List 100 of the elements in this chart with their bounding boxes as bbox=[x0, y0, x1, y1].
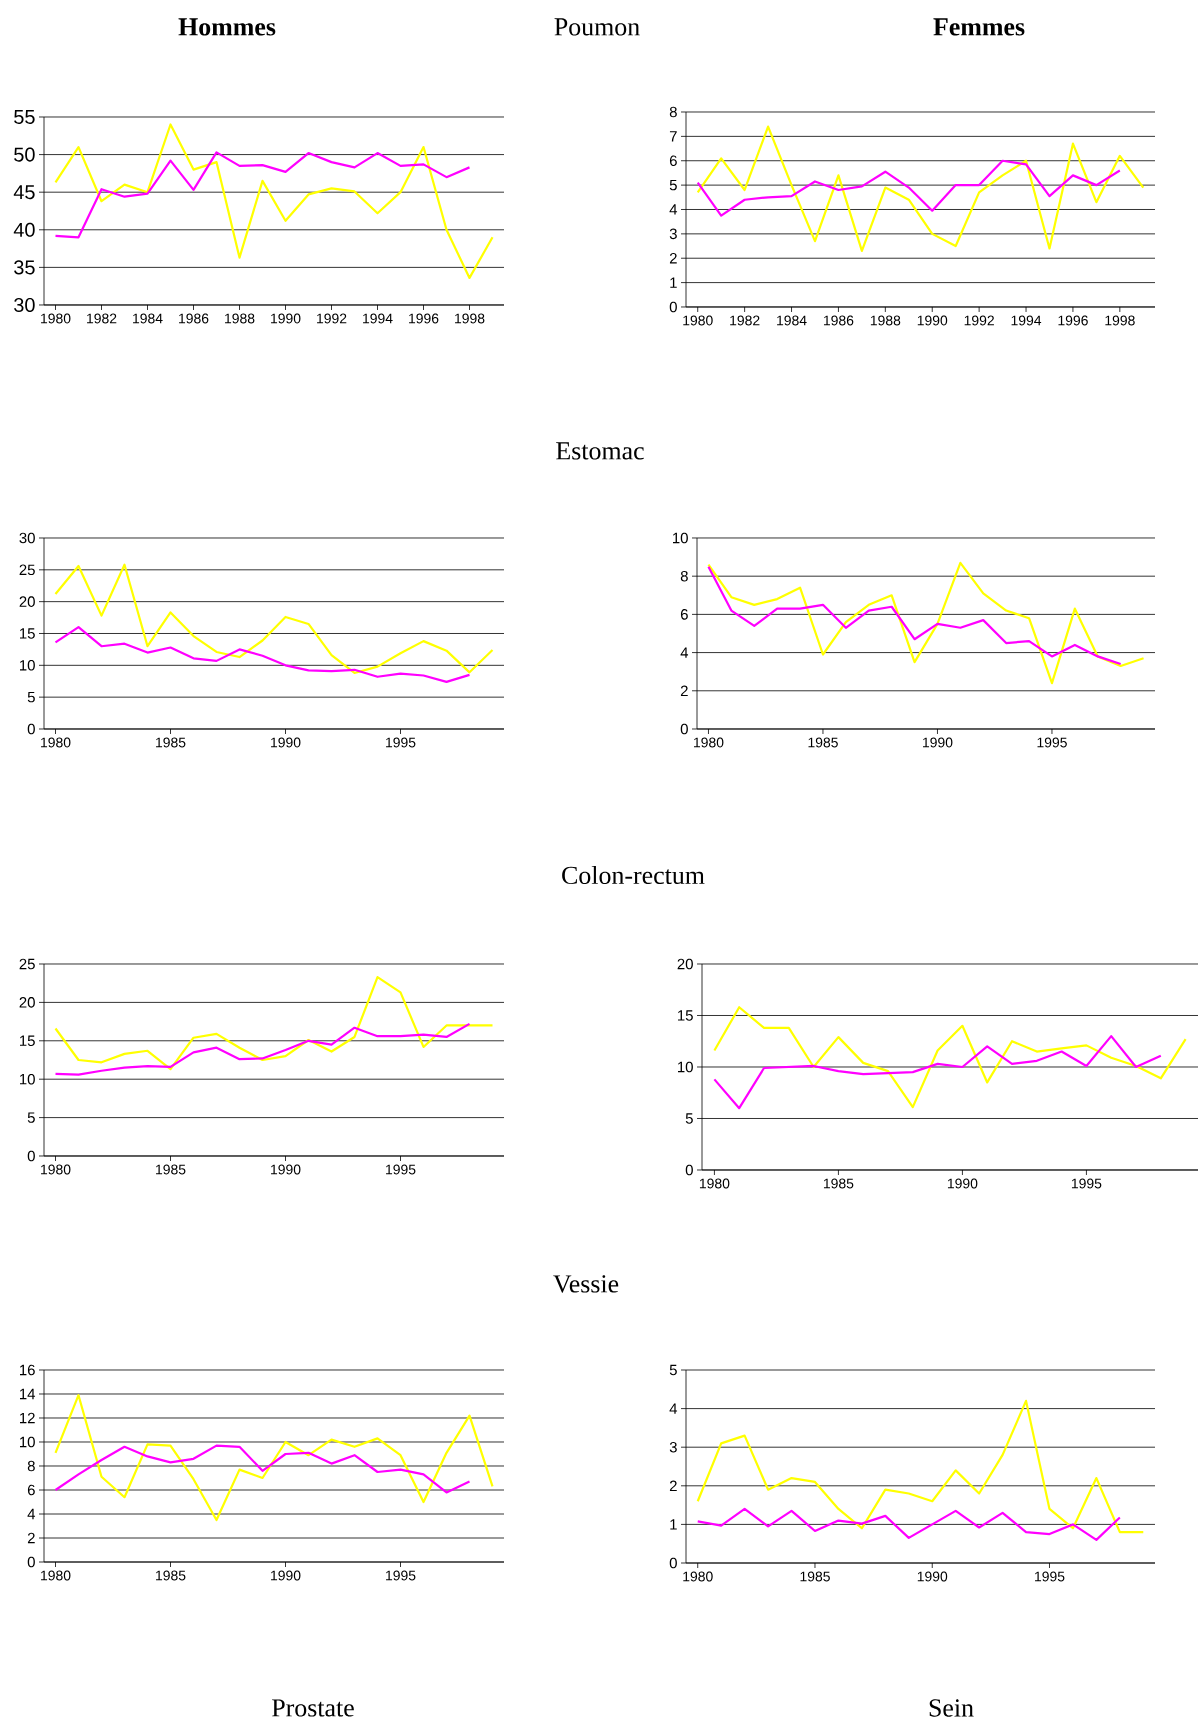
x-axis-title: Prostate bbox=[272, 1699, 354, 1717]
y-tick-label: 35 bbox=[14, 260, 35, 275]
y-tick-label: 8 bbox=[27, 1460, 35, 1472]
line-series bbox=[707, 565, 1122, 666]
y-tick-label: 12 bbox=[20, 1412, 35, 1424]
x-tick-label: 1990 bbox=[917, 315, 948, 326]
x-tick-label: 1994 bbox=[363, 313, 393, 324]
line-series bbox=[54, 123, 494, 280]
line-series bbox=[54, 1444, 471, 1494]
x-tick-label: 1995 bbox=[1037, 737, 1067, 748]
x-tick-label: 1988 bbox=[870, 315, 901, 326]
x-tick-label: 1982 bbox=[87, 313, 117, 324]
x-tick-label: 1984 bbox=[133, 313, 163, 324]
x-tick-label: 1990 bbox=[923, 737, 953, 748]
line-series bbox=[696, 159, 1121, 217]
y-tick-label: 4 bbox=[669, 204, 678, 215]
x-tick-label: 1992 bbox=[964, 315, 994, 326]
x-tick-label: 1985 bbox=[800, 1571, 830, 1582]
text: Colon-rectum bbox=[562, 865, 705, 885]
y-tick-label: 5 bbox=[669, 179, 677, 191]
x-tick-label: 1990 bbox=[271, 1164, 301, 1175]
y-tick-label: 6 bbox=[669, 155, 677, 167]
y-tick-label: 0 bbox=[669, 1557, 677, 1569]
y-tick-label: 40 bbox=[13, 222, 35, 237]
y-tick-label: 2 bbox=[27, 1532, 35, 1544]
y-tick-label: 5 bbox=[669, 1364, 677, 1376]
x-tick-label: 1985 bbox=[156, 1570, 186, 1581]
x-tick-label: 1985 bbox=[156, 1164, 186, 1175]
y-tick-label: 6 bbox=[27, 1484, 35, 1496]
line-series bbox=[707, 561, 1145, 685]
x-tick-label: 1995 bbox=[1035, 1571, 1065, 1582]
y-tick-label: 10 bbox=[20, 660, 35, 671]
x-tick-label: 1990 bbox=[271, 737, 301, 748]
x-tick-label: 1980 bbox=[694, 737, 724, 748]
text: Poumon bbox=[554, 18, 640, 36]
x-tick-label: 1995 bbox=[386, 1164, 416, 1175]
text: Estomac bbox=[556, 442, 644, 460]
y-tick-label: 20 bbox=[677, 958, 693, 970]
y-tick-label: 0 bbox=[680, 723, 688, 735]
x-tick-label: 1988 bbox=[225, 313, 255, 324]
x-tick-label: 1995 bbox=[1071, 1178, 1102, 1189]
x-tick-label: 1990 bbox=[271, 313, 301, 324]
y-tick-label: 14 bbox=[20, 1388, 36, 1400]
y-tick-label: 0 bbox=[27, 723, 35, 735]
x-tick-label: 1990 bbox=[271, 1570, 301, 1581]
x-tick-label: 1995 bbox=[386, 737, 416, 748]
line-series bbox=[696, 1507, 1121, 1541]
y-tick-label: 1 bbox=[670, 277, 677, 288]
y-tick-label: 5 bbox=[685, 1113, 693, 1124]
x-tick-label: 1980 bbox=[699, 1178, 730, 1189]
x-tick-label: 1982 bbox=[730, 315, 760, 326]
x-tick-label: 1980 bbox=[41, 1570, 71, 1581]
y-tick-label: 5 bbox=[27, 691, 35, 703]
y-tick-label: 0 bbox=[669, 301, 677, 313]
y-tick-label: 2 bbox=[669, 253, 677, 264]
y-tick-label: 0 bbox=[27, 1556, 35, 1568]
y-tick-label: 0 bbox=[685, 1164, 693, 1176]
y-tick-label: 45 bbox=[13, 185, 35, 200]
y-tick-label: 25 bbox=[19, 564, 35, 576]
x-tick-label: 1990 bbox=[947, 1178, 978, 1189]
y-tick-label: 10 bbox=[20, 1436, 35, 1448]
text: Hommes bbox=[178, 18, 276, 36]
line-series bbox=[54, 563, 494, 675]
y-tick-label: 30 bbox=[14, 297, 35, 313]
x-tick-label: 1985 bbox=[808, 737, 838, 748]
line-series bbox=[54, 1394, 494, 1522]
x-tick-label: 1980 bbox=[683, 1571, 713, 1582]
y-tick-label: 50 bbox=[14, 147, 35, 162]
y-tick-label: 0 bbox=[27, 1150, 35, 1162]
x-tick-label: 1990 bbox=[917, 1571, 948, 1582]
line-series bbox=[54, 151, 471, 239]
line-series bbox=[696, 1399, 1145, 1534]
y-tick-label: 10 bbox=[678, 1061, 693, 1073]
x-tick-label: 1980 bbox=[41, 1164, 71, 1175]
y-tick-label: 7 bbox=[669, 131, 677, 142]
x-tick-label: 1980 bbox=[41, 737, 71, 748]
y-tick-label: 55 bbox=[14, 110, 35, 124]
y-tick-label: 4 bbox=[680, 647, 689, 658]
x-tick-label: 1998 bbox=[1105, 315, 1135, 326]
text: Vessie bbox=[553, 1275, 619, 1293]
x-tick-label: 1994 bbox=[1011, 315, 1042, 326]
y-tick-label: 30 bbox=[19, 532, 35, 544]
x-tick-label: 1998 bbox=[455, 313, 485, 324]
y-tick-label: 15 bbox=[20, 628, 35, 639]
line-series bbox=[713, 1006, 1187, 1109]
y-tick-label: 3 bbox=[669, 228, 677, 240]
y-tick-label: 2 bbox=[669, 1480, 677, 1492]
y-tick-label: 4 bbox=[669, 1403, 678, 1414]
y-tick-label: 2 bbox=[680, 685, 688, 697]
x-tick-label: 1986 bbox=[179, 313, 209, 324]
x-tick-label: 1992 bbox=[317, 313, 347, 324]
y-tick-label: 10 bbox=[673, 532, 688, 544]
y-tick-label: 3 bbox=[669, 1441, 677, 1453]
y-tick-label: 20 bbox=[19, 997, 35, 1008]
y-tick-label: 15 bbox=[20, 1035, 35, 1046]
text: Femmes bbox=[933, 18, 1025, 36]
y-tick-label: 10 bbox=[20, 1073, 35, 1085]
x-tick-label: 1996 bbox=[409, 313, 439, 324]
x-tick-label: 1995 bbox=[386, 1570, 416, 1581]
y-tick-label: 1 bbox=[670, 1519, 677, 1530]
